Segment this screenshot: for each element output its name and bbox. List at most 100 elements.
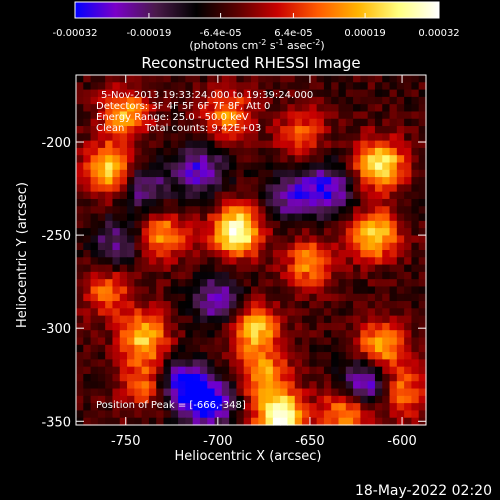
y-axis-label: Heliocentric Y (arcsec) bbox=[15, 182, 30, 328]
heatmap-cell bbox=[221, 315, 230, 324]
heatmap-cell bbox=[229, 133, 238, 142]
heatmap-cell bbox=[316, 242, 325, 251]
heatmap-cell bbox=[338, 82, 347, 91]
x-axis: -750 -700 -650 -600 bbox=[111, 75, 417, 449]
heatmap-cell bbox=[323, 104, 332, 113]
heatmap-cell bbox=[192, 293, 201, 302]
heatmap-cell bbox=[418, 155, 427, 164]
heatmap-cell bbox=[280, 279, 289, 288]
heatmap-cell bbox=[367, 162, 376, 171]
heatmap-cell bbox=[170, 403, 179, 412]
heatmap-cell bbox=[97, 206, 106, 215]
heatmap-cell bbox=[323, 410, 332, 419]
heatmap-cell bbox=[280, 75, 289, 83]
heatmap-cell bbox=[418, 104, 427, 113]
heatmap-cell bbox=[243, 96, 252, 105]
heatmap-cell bbox=[76, 344, 84, 353]
heatmap-cell bbox=[221, 330, 230, 339]
heatmap-cell bbox=[185, 344, 194, 353]
heatmap-cell bbox=[338, 118, 347, 127]
heatmap-cell bbox=[76, 177, 84, 185]
heatmap-cell bbox=[76, 286, 84, 295]
heatmap-cell bbox=[309, 104, 318, 113]
heatmap-cell bbox=[156, 417, 165, 426]
heatmap-cell bbox=[418, 82, 427, 91]
heatmap-cell bbox=[236, 104, 245, 113]
heatmap-cell bbox=[396, 155, 405, 164]
heatmap-cell bbox=[251, 242, 259, 251]
heatmap-cell bbox=[221, 235, 230, 244]
heatmap-cell bbox=[90, 250, 99, 258]
heatmap-cell bbox=[83, 417, 92, 426]
heatmap-cell bbox=[90, 169, 99, 178]
heatmap-cell bbox=[265, 271, 274, 280]
heatmap-cell bbox=[404, 388, 413, 397]
heatmap-cell bbox=[76, 381, 84, 390]
heatmap-cell bbox=[243, 89, 252, 98]
heatmap-cell bbox=[192, 315, 201, 324]
heatmap-cell bbox=[331, 89, 340, 98]
heatmap-cell bbox=[404, 286, 413, 295]
heatmap-cell bbox=[323, 235, 332, 244]
heatmap-cell bbox=[229, 366, 238, 375]
heatmap-cell bbox=[141, 388, 150, 397]
heatmap-cell bbox=[302, 344, 310, 353]
heatmap-cell bbox=[382, 395, 391, 404]
heatmap-cell bbox=[272, 264, 281, 273]
heatmap-cell bbox=[229, 169, 238, 178]
heatmap-cell bbox=[134, 359, 143, 368]
heatmap-cell bbox=[76, 184, 84, 193]
heatmap-cell bbox=[83, 220, 92, 229]
heatmap-cell bbox=[323, 257, 332, 266]
heatmap-cell bbox=[76, 89, 84, 98]
heatmap-cell bbox=[345, 191, 354, 200]
heatmap-cell bbox=[331, 403, 340, 412]
heatmap-cell bbox=[90, 155, 99, 164]
heatmap-cell bbox=[221, 213, 230, 222]
heatmap-cell bbox=[119, 286, 128, 295]
heatmap-cell bbox=[353, 395, 361, 404]
heatmap-cell bbox=[214, 403, 223, 412]
heatmap-cell bbox=[382, 315, 391, 324]
heatmap-cell bbox=[221, 279, 230, 288]
heatmap-cell bbox=[265, 75, 274, 83]
heatmap-cell bbox=[148, 359, 157, 368]
heatmap-cell bbox=[170, 104, 179, 113]
heatmap-cell bbox=[127, 184, 135, 193]
heatmap-cell bbox=[367, 308, 376, 317]
heatmap-cell bbox=[127, 257, 135, 266]
heatmap-cell bbox=[251, 308, 259, 317]
heatmap-cell bbox=[272, 388, 281, 397]
heatmap-cell bbox=[97, 315, 106, 324]
heatmap-cell bbox=[214, 184, 223, 193]
heatmap-cell bbox=[302, 417, 310, 426]
heatmap-cell bbox=[243, 235, 252, 244]
heatmap-cell bbox=[178, 184, 186, 193]
heatmap-cell bbox=[374, 140, 383, 149]
heatmap-cell bbox=[331, 242, 340, 251]
heatmap-cell bbox=[353, 308, 361, 317]
heatmap-cell bbox=[243, 213, 252, 222]
heatmap-cell bbox=[170, 344, 179, 353]
heatmap-cell bbox=[367, 257, 376, 266]
heatmap-cell bbox=[178, 373, 186, 382]
heatmap-cell bbox=[97, 220, 106, 229]
heatmap-cell bbox=[134, 147, 143, 156]
heatmap-cell bbox=[389, 118, 398, 127]
heatmap-cell bbox=[396, 206, 405, 215]
heatmap-cell bbox=[156, 352, 165, 360]
heatmap-cell bbox=[199, 315, 208, 324]
heatmap-cell bbox=[272, 213, 281, 222]
heatmap-cell bbox=[192, 279, 201, 288]
heatmap-cell bbox=[382, 169, 391, 178]
heatmap-cell bbox=[353, 206, 361, 215]
heatmap-cell bbox=[265, 410, 274, 419]
heatmap-cell bbox=[112, 359, 121, 368]
heatmap-cell bbox=[302, 388, 310, 397]
heatmap-cell bbox=[229, 271, 238, 280]
heatmap-cell bbox=[97, 118, 106, 127]
heatmap-cell bbox=[148, 286, 157, 295]
heatmap-cell bbox=[199, 133, 208, 142]
heatmap-cell bbox=[112, 366, 121, 375]
heatmap-cell bbox=[251, 118, 259, 127]
